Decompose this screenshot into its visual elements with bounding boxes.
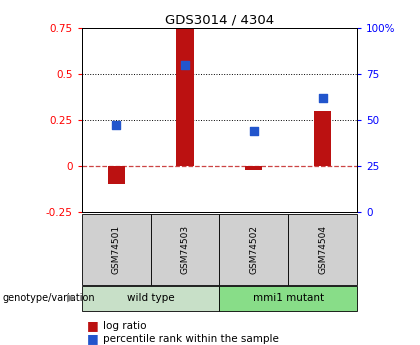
Bar bbox=[314, 111, 331, 166]
Text: mmi1 mutant: mmi1 mutant bbox=[253, 293, 324, 303]
Title: GDS3014 / 4304: GDS3014 / 4304 bbox=[165, 13, 274, 27]
Bar bbox=[176, 28, 194, 166]
Text: log ratio: log ratio bbox=[103, 321, 147, 331]
Point bbox=[182, 62, 189, 67]
Text: GSM74504: GSM74504 bbox=[318, 225, 327, 274]
Bar bbox=[245, 166, 262, 170]
Point bbox=[113, 123, 120, 128]
Text: ▶: ▶ bbox=[67, 293, 76, 303]
Bar bbox=[108, 166, 125, 185]
Point bbox=[319, 95, 326, 100]
Text: GSM74501: GSM74501 bbox=[112, 225, 121, 274]
Point bbox=[250, 128, 257, 134]
Text: GSM74503: GSM74503 bbox=[181, 225, 189, 274]
Text: ■: ■ bbox=[87, 332, 98, 345]
Text: ■: ■ bbox=[87, 319, 98, 333]
Text: wild type: wild type bbox=[127, 293, 174, 303]
Text: genotype/variation: genotype/variation bbox=[2, 293, 95, 303]
Text: GSM74502: GSM74502 bbox=[249, 225, 258, 274]
Text: percentile rank within the sample: percentile rank within the sample bbox=[103, 334, 279, 344]
